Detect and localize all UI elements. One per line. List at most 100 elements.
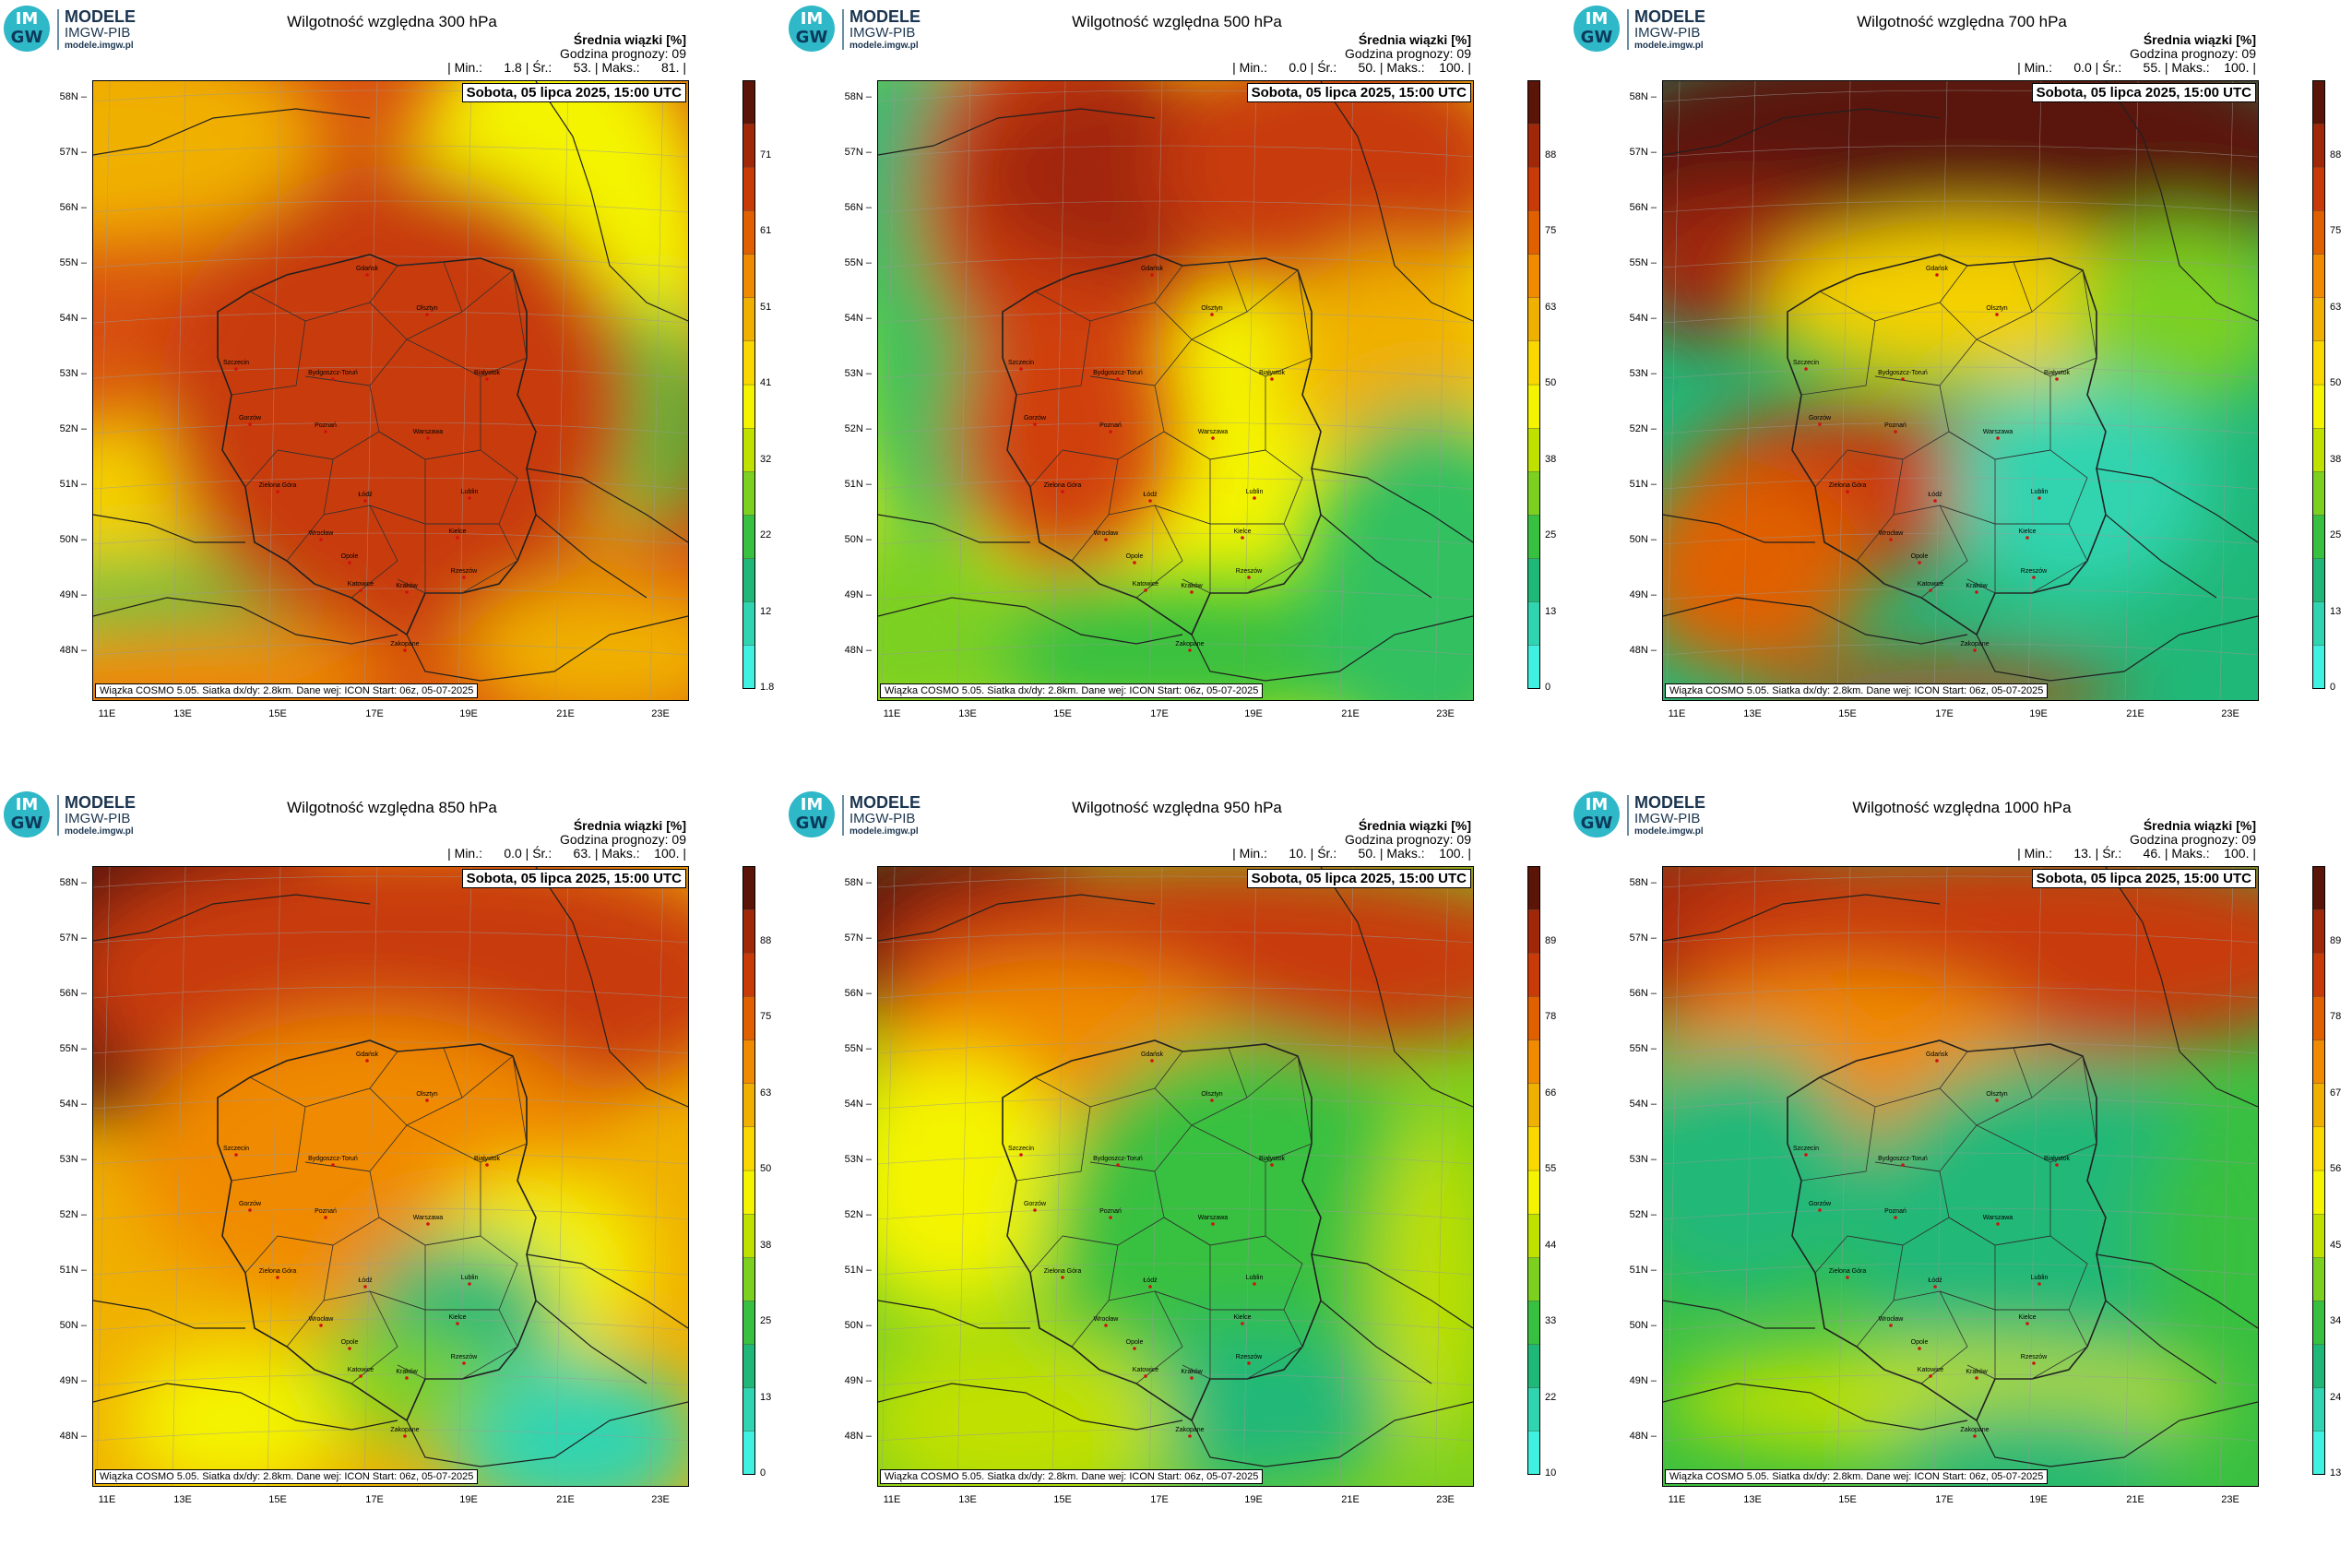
city-marker [1270, 1163, 1274, 1167]
colorbar-step [742, 471, 755, 516]
field-blob [1044, 1033, 1450, 1439]
field-blob [462, 579, 688, 700]
colorbar-tick-label: 88 [760, 934, 772, 946]
city-label: Wrocław [1094, 1316, 1120, 1323]
logo-emblem-top: IM [1585, 795, 1609, 814]
lat-tick-label: 55N – [59, 1043, 87, 1054]
map-area[interactable]: Gdańsk Olsztyn Szczecin Bydgoszcz-Toruń Biał… [92, 866, 689, 1487]
city-label: Białystok [2044, 370, 2071, 376]
city-marker [462, 1361, 466, 1365]
colorbar-tick-label: 66 [1545, 1087, 1557, 1099]
lat-tick-label: 58N – [1629, 91, 1657, 102]
colorbar-tick-label: 67 [2330, 1087, 2342, 1099]
colorbar-step [1527, 427, 1540, 472]
map-area[interactable]: Gdańsk Olsztyn Szczecin Bydgoszcz-Toruń Biał… [1662, 866, 2259, 1487]
city-label: Łódź [1143, 1277, 1158, 1284]
lon-tick-label: 13E [173, 708, 192, 719]
colorbar-tick-label: 0 [760, 1467, 766, 1479]
panel-title: Wilgotność względna 700 hPa [1857, 13, 2067, 30]
city-label: Bydgoszcz-Toruń [308, 370, 358, 376]
city-label: Łódź [1143, 492, 1158, 498]
lat-tick-label: 56N – [1629, 202, 1657, 213]
colorbar-step [2312, 1170, 2325, 1215]
city-label: Warszawa [1983, 1215, 2013, 1221]
city-marker [2037, 496, 2041, 500]
lat-tick-label: 54N – [1629, 1099, 1657, 1110]
city-marker [1109, 430, 1112, 434]
logo-name: MODELE [65, 7, 137, 26]
colorbar-step [2312, 1431, 2325, 1475]
lon-tick-label: 19E [459, 1494, 478, 1505]
city-label: Łódź [358, 1277, 373, 1284]
lat-tick-label: 54N – [1629, 313, 1657, 324]
colorbar-step [2312, 1344, 2325, 1388]
city-label: Lublin [1246, 1275, 1264, 1281]
city-marker [1996, 436, 2000, 440]
city-label: Wrocław [1879, 1316, 1905, 1323]
city-label: Poznań [1099, 1208, 1122, 1215]
province-borders [231, 261, 528, 599]
city-marker [348, 561, 351, 564]
colorbar-step [742, 427, 755, 472]
colorbar-step [2312, 1213, 2325, 1258]
logo-url: modele.imgw.pl [1634, 826, 1704, 837]
logo-name: MODELE [849, 793, 921, 812]
city-marker [234, 1153, 238, 1157]
colorbar-tick-label: 45 [2330, 1239, 2342, 1251]
city-label: Warszawa [1983, 429, 2013, 435]
colorbar-step [742, 1126, 755, 1171]
colorbar-tick-label: 89 [1545, 934, 1557, 946]
city-marker [1033, 1208, 1037, 1212]
city-marker [1933, 499, 1937, 503]
map-area[interactable]: Gdańsk Olsztyn Szczecin Bydgoszcz-Toruń Biał… [877, 866, 1474, 1487]
colorbar-tick-label: 75 [2330, 225, 2342, 236]
forecast-panel: IM GW MODELE IMGW-PIB modele.imgw.pl Wilgotno… [785, 0, 1569, 766]
city-label: Zakopane [1175, 1427, 1204, 1433]
city-marker [319, 538, 323, 541]
colorbar-tick-label: 78 [2330, 1011, 2342, 1022]
forecast-panel: IM GW MODELE IMGW-PIB modele.imgw.pl Wilgotno… [0, 786, 784, 1551]
forecast-hour: Godzina prognozy: 09 [1345, 832, 1471, 847]
colorbar-step [742, 1170, 755, 1215]
colorbar-step [1527, 1344, 1540, 1388]
lon-tick-label: 17E [1150, 1494, 1169, 1505]
lat-tick-label: 51N – [59, 479, 87, 490]
poland-border [217, 254, 537, 636]
legend-title: Średnia wiązki [%] [1358, 818, 1471, 833]
city-marker [348, 1347, 351, 1350]
city-label: Gdańsk [1141, 1051, 1164, 1058]
model-footer: Wiązka COSMO 5.05. Siatka dx/dy: 2.8km. … [880, 683, 1264, 698]
country-borders [878, 867, 1473, 1467]
field-blob [878, 1328, 1173, 1486]
logo-org: IMGW-PIB [1634, 25, 1701, 41]
colorbar-step [742, 1083, 755, 1128]
city-label: Szczecin [223, 360, 249, 366]
valid-date: Sobota, 05 lipca 2025, 15:00 UTC [2031, 869, 2256, 888]
province-borders [1800, 1047, 2097, 1384]
city-marker [1995, 313, 1999, 316]
lon-tick-label: 19E [1244, 708, 1263, 719]
map-area[interactable]: Gdańsk Olsztyn Szczecin Bydgoszcz-Toruń Biał… [1662, 80, 2259, 701]
map-area[interactable]: Gdańsk Olsztyn Szczecin Bydgoszcz-Toruń Biał… [877, 80, 1474, 701]
colorbar-step [742, 210, 755, 255]
province-borders [1016, 1047, 1313, 1384]
colorbar-tick-label: 63 [2330, 301, 2342, 313]
forecast-hour: Godzina prognozy: 09 [2130, 46, 2256, 61]
valid-date: Sobota, 05 lipca 2025, 15:00 UTC [461, 83, 686, 102]
colorbar-step [742, 953, 755, 997]
logo-name: MODELE [849, 7, 921, 26]
logo-emblem-bottom: GW [1580, 28, 1613, 47]
colorbar-tick-label: 34 [2330, 1315, 2342, 1326]
city-marker [1929, 1374, 1932, 1378]
city-label: Lublin [461, 1275, 479, 1281]
lon-tick-label: 11E [1668, 1494, 1686, 1505]
colorbar-step [2312, 953, 2325, 997]
logo-emblem-top: IM [15, 9, 39, 29]
city-marker [2025, 536, 2029, 540]
city-label: Zakopane [1960, 1427, 1989, 1433]
colorbar-tick-label: 13 [1545, 605, 1557, 617]
map-area[interactable]: Gdańsk Olsztyn Szczecin Bydgoszcz-Toruń Biał… [92, 80, 689, 701]
lat-tick-label: 56N – [844, 988, 872, 999]
city-label: Wrocław [1879, 530, 1905, 537]
city-label: Kielce [448, 1314, 466, 1321]
